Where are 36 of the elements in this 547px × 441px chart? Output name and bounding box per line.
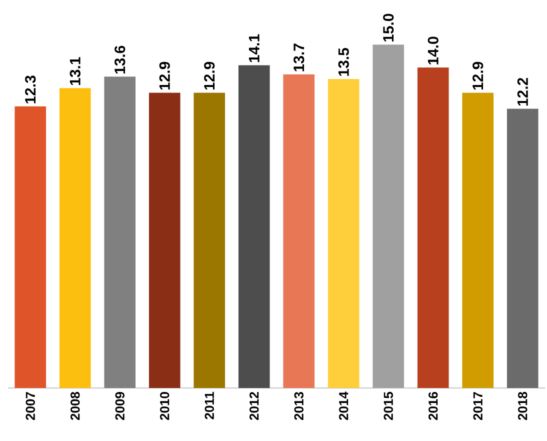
- bar: [283, 74, 315, 388]
- bar: [506, 108, 538, 388]
- data-label: 13.6: [114, 46, 126, 74]
- x-tick-label: 2016: [428, 392, 438, 420]
- data-label: 12.9: [472, 62, 484, 90]
- x-tick-label: 2012: [250, 392, 259, 420]
- bar: [59, 88, 91, 388]
- x-tick-label: 2010: [160, 392, 170, 420]
- data-label: 14.0: [428, 36, 438, 64]
- x-tick-label: 2008: [70, 392, 80, 420]
- data-label: 13.5: [338, 48, 349, 76]
- bar: [194, 92, 226, 388]
- x-tick-label: 2014: [339, 392, 348, 420]
- data-label: 13.7: [294, 44, 304, 72]
- x-tick-label: 2011: [204, 392, 214, 420]
- bar: [417, 68, 449, 388]
- x-tick-label: 2017: [473, 392, 482, 420]
- data-label: 12.3: [25, 76, 36, 104]
- x-tick-label: 2015: [384, 392, 393, 420]
- data-label: 15.0: [383, 14, 394, 42]
- bar: [328, 78, 360, 388]
- bar: [104, 76, 136, 388]
- bar: [14, 106, 46, 388]
- data-label: 12.9: [204, 62, 215, 90]
- bar: [372, 44, 404, 388]
- x-tick-label: 2013: [294, 392, 304, 420]
- data-label: 12.2: [517, 78, 528, 106]
- data-label: 13.1: [70, 57, 80, 85]
- x-tick-label: 2018: [518, 392, 528, 420]
- data-label: 14.1: [248, 34, 260, 62]
- bar: [238, 65, 270, 388]
- bar: [462, 92, 494, 388]
- data-label: 12.9: [159, 62, 170, 90]
- bar: [148, 92, 180, 388]
- x-tick-label: 2007: [26, 392, 35, 420]
- x-tick-label: 2009: [115, 392, 124, 420]
